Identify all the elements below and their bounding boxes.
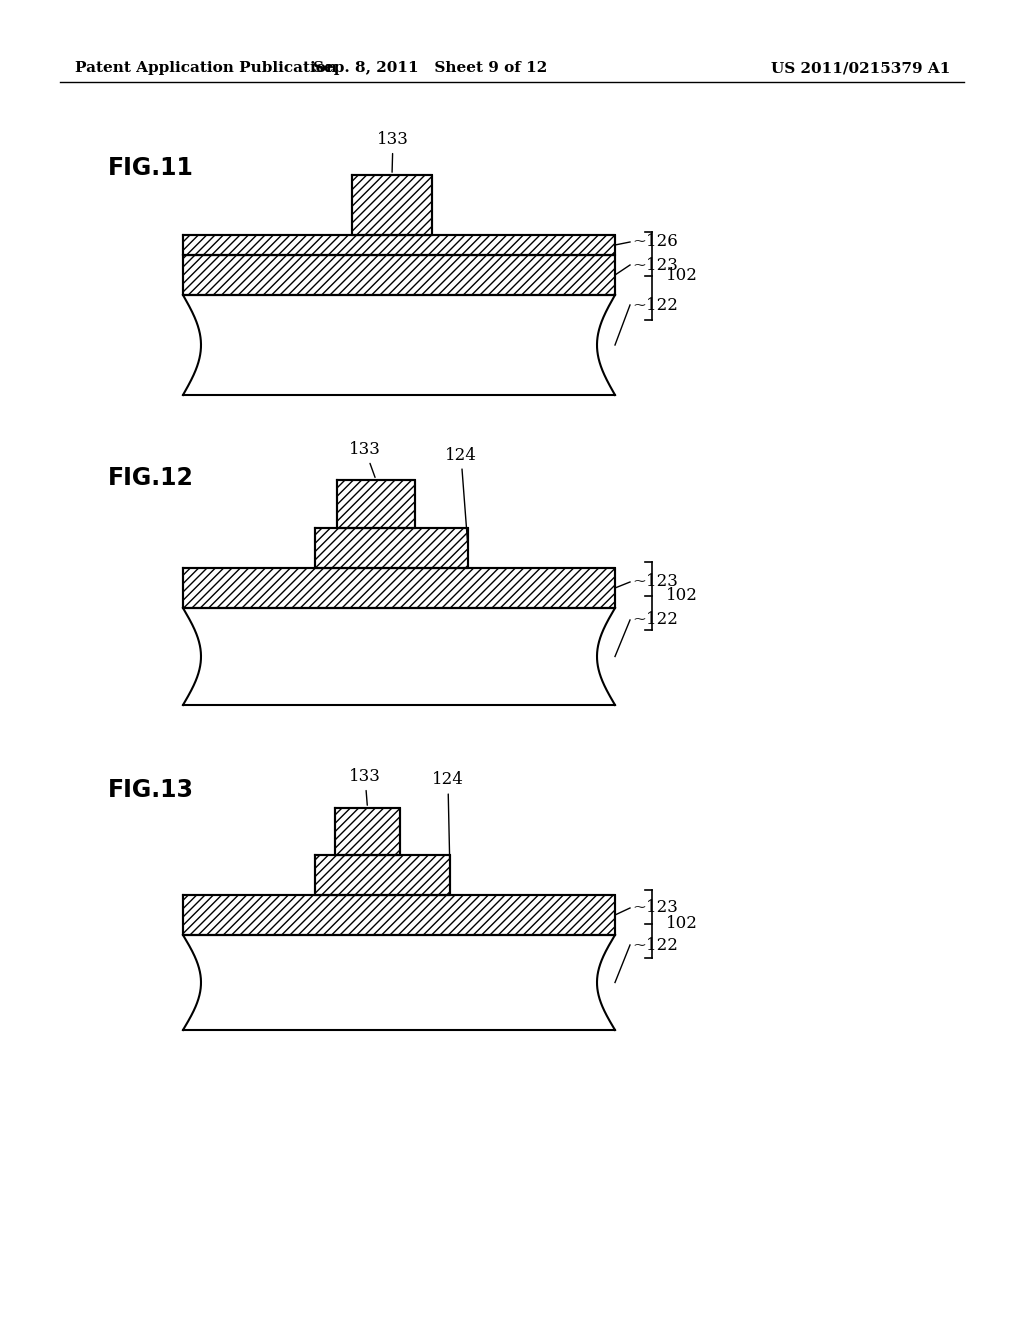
Text: 133: 133 bbox=[349, 768, 381, 805]
Bar bbox=[337, 480, 415, 528]
Text: ~123: ~123 bbox=[632, 256, 678, 273]
Bar bbox=[183, 235, 615, 255]
Bar bbox=[335, 808, 400, 855]
Text: Patent Application Publication: Patent Application Publication bbox=[75, 61, 337, 75]
Text: FIG.12: FIG.12 bbox=[108, 466, 194, 490]
Bar bbox=[183, 609, 615, 705]
Text: 124: 124 bbox=[432, 771, 464, 873]
Text: 102: 102 bbox=[666, 916, 698, 932]
Bar bbox=[183, 255, 615, 294]
Text: ~123: ~123 bbox=[632, 899, 678, 916]
Bar bbox=[183, 294, 615, 395]
Text: 102: 102 bbox=[666, 587, 698, 605]
Text: FIG.13: FIG.13 bbox=[108, 777, 194, 803]
Text: 133: 133 bbox=[377, 131, 409, 172]
Bar bbox=[183, 935, 615, 1030]
Bar bbox=[352, 176, 432, 235]
Bar bbox=[315, 528, 468, 568]
Bar bbox=[183, 568, 615, 609]
Text: FIG.11: FIG.11 bbox=[108, 156, 194, 180]
Text: ~122: ~122 bbox=[632, 611, 678, 628]
Text: ~122: ~122 bbox=[632, 297, 678, 314]
Text: 124: 124 bbox=[445, 446, 477, 545]
Text: 133: 133 bbox=[349, 441, 381, 478]
Text: ~122: ~122 bbox=[632, 936, 678, 953]
Text: ~123: ~123 bbox=[632, 573, 678, 590]
Bar bbox=[315, 855, 450, 895]
Text: US 2011/0215379 A1: US 2011/0215379 A1 bbox=[771, 61, 950, 75]
Bar bbox=[183, 895, 615, 935]
Text: Sep. 8, 2011   Sheet 9 of 12: Sep. 8, 2011 Sheet 9 of 12 bbox=[313, 61, 547, 75]
Text: 102: 102 bbox=[666, 268, 698, 285]
Text: ~126: ~126 bbox=[632, 234, 678, 251]
